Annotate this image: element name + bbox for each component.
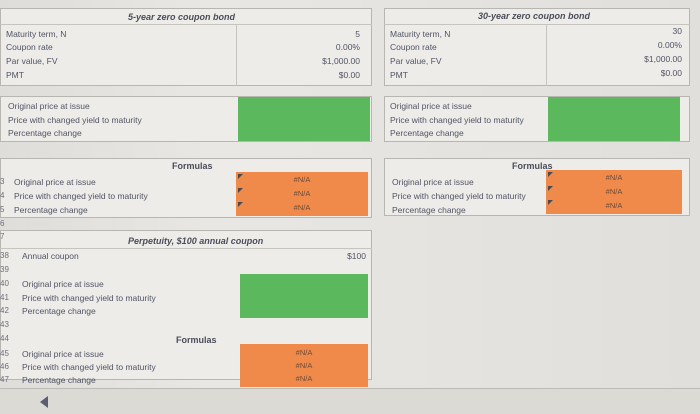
row-number[interactable]: 5 (0, 205, 5, 214)
right-input-value[interactable]: $0.00 (660, 68, 682, 78)
left-formula-label: Original price at issue (14, 177, 96, 187)
thirty-year-bond-panel (384, 8, 690, 86)
left-formula-value: #N/A (293, 175, 311, 184)
row-number[interactable]: 3 (0, 177, 5, 186)
left-input-label: Par value, FV (6, 56, 58, 66)
row-number[interactable]: 40 (0, 279, 9, 288)
right-formula-value: #N/A (605, 187, 623, 196)
left-output-label: Original price at issue (8, 101, 90, 111)
row-number[interactable]: 43 (0, 320, 9, 329)
left-formulas-title: Formulas (172, 161, 213, 171)
thirty-year-bond-title: 30-year zero coupon bond (478, 11, 591, 21)
five-year-bond-panel (0, 8, 372, 86)
left-input-value[interactable]: $1,000.00 (322, 56, 360, 66)
left-output-label: Percentage change (8, 128, 82, 138)
right-input-label: Maturity term, N (390, 29, 451, 39)
row-number[interactable]: 39 (0, 265, 9, 274)
perpetuity-output-label: Price with changed yield to maturity (22, 293, 156, 303)
row-number[interactable]: 45 (0, 349, 9, 358)
right-formula-value: #N/A (605, 173, 623, 182)
right-formula-value: #N/A (605, 201, 623, 210)
five-year-bond-title: 5-year zero coupon bond (128, 12, 236, 22)
left-input-label: Maturity term, N (6, 29, 67, 39)
perpetuity-formula-value: #N/A (295, 361, 313, 370)
right-input-label: Coupon rate (390, 42, 437, 52)
right-formula-label: Original price at issue (392, 177, 474, 187)
left-input-value[interactable]: 0.00% (335, 42, 360, 52)
perpetuity-title: Perpetuity, $100 annual coupon (128, 236, 264, 246)
right-output-input-cell[interactable] (548, 97, 680, 141)
left-formula-value: #N/A (293, 189, 311, 198)
right-output-label: Price with changed yield to maturity (390, 115, 524, 125)
right-input-value[interactable]: 30 (672, 26, 682, 36)
left-formula-value: #N/A (293, 203, 311, 212)
left-input-value[interactable]: $0.00 (338, 70, 360, 80)
right-output-label: Original price at issue (390, 101, 472, 111)
right-input-label: PMT (390, 70, 408, 80)
perpetuity-formula-label: Original price at issue (22, 349, 104, 359)
perpetuity-coupon-value[interactable]: $100 (347, 251, 366, 261)
left-formula-label: Percentage change (14, 205, 88, 215)
scroll-left-arrow-icon[interactable] (40, 396, 48, 408)
right-output-label: Percentage change (390, 128, 464, 138)
right-input-value[interactable]: 0.00% (657, 40, 682, 50)
perpetuity-formula-value: #N/A (295, 348, 313, 357)
row-number[interactable]: 7 (0, 232, 5, 241)
sheet-tab-bar (0, 388, 700, 414)
right-formulas-title: Formulas (512, 161, 553, 171)
right-input-value[interactable]: $1,000.00 (644, 54, 682, 64)
row-number[interactable]: 42 (0, 306, 9, 315)
right-formula-cell[interactable]: #N/A #N/A #N/A (546, 170, 682, 214)
left-formula-cell[interactable]: #N/A #N/A #N/A (236, 172, 368, 216)
perpetuity-formula-label: Percentage change (22, 375, 96, 385)
left-formula-label: Price with changed yield to maturity (14, 191, 148, 201)
row-number[interactable]: 46 (0, 362, 9, 371)
row-number[interactable]: 4 (0, 191, 5, 200)
left-input-label: Coupon rate (6, 42, 53, 52)
left-input-label: PMT (6, 70, 24, 80)
left-output-input-cell[interactable] (238, 97, 370, 141)
perpetuity-formula-label: Price with changed yield to maturity (22, 362, 156, 372)
perpetuity-output-label: Percentage change (22, 306, 96, 316)
perpetuity-output-input-cell[interactable] (240, 274, 368, 318)
right-formula-label: Price with changed yield to maturity (392, 191, 526, 201)
perpetuity-formulas-title: Formulas (176, 335, 217, 345)
right-formula-label: Percentage change (392, 205, 466, 215)
perpetuity-formula-value: #N/A (295, 374, 313, 383)
perpetuity-output-label: Original price at issue (22, 279, 104, 289)
right-input-label: Par value, FV (390, 56, 442, 66)
row-number[interactable]: 38 (0, 251, 9, 260)
row-number[interactable]: 41 (0, 293, 9, 302)
perpetuity-formula-cell[interactable]: #N/A #N/A #N/A (240, 344, 368, 387)
left-output-label: Price with changed yield to maturity (8, 115, 142, 125)
row-number[interactable]: 44 (0, 334, 9, 343)
row-number[interactable]: 47 (0, 375, 9, 384)
left-input-value[interactable]: 5 (355, 29, 360, 39)
perpetuity-coupon-label: Annual coupon (22, 251, 79, 261)
row-number[interactable]: 6 (0, 219, 5, 228)
